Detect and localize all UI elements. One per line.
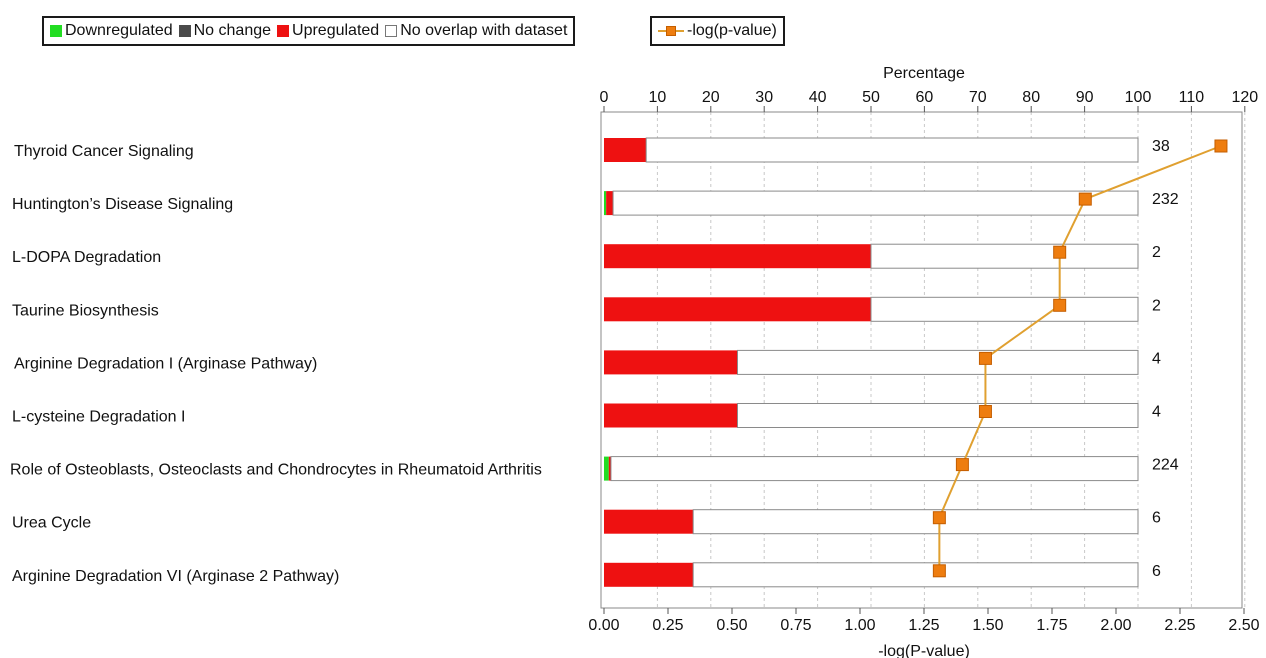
legend-entry-upregulated: Upregulated — [277, 22, 379, 40]
top-tick-label: 60 — [916, 89, 934, 106]
category-label: L-cysteine Degradation I — [12, 409, 185, 426]
pvalue-marker — [955, 458, 969, 472]
top-tick-label: 120 — [1231, 89, 1258, 106]
total-label: 232 — [1152, 191, 1179, 208]
total-label: 4 — [1152, 404, 1161, 421]
bar-segment-upregulated — [604, 509, 694, 534]
pvalue-marker — [978, 351, 992, 365]
top-tick-label: 100 — [1125, 89, 1152, 106]
top-tick-label: 10 — [649, 89, 667, 106]
category-label: Arginine Degradation VI (Arginase 2 Path… — [12, 568, 339, 585]
pvalue-marker — [978, 405, 992, 418]
total-label: 6 — [1152, 563, 1161, 580]
bottom-tick-label: 2.25 — [1164, 617, 1195, 634]
legend-pvalue: -log(p-value) — [650, 16, 785, 46]
legend-regulation: Downregulated No change Upregulated No over… — [42, 16, 576, 46]
legend-entry-no-change: No change — [178, 22, 272, 40]
bar-segment-no-overlap-with-dataset — [612, 190, 1139, 216]
top-tick-label: 40 — [809, 89, 827, 106]
legend-swatch-downregulated — [50, 25, 62, 37]
bar-segment-upregulated — [604, 562, 694, 587]
top-tick-label: 0 — [600, 89, 609, 106]
top-tick-label: 80 — [1022, 89, 1040, 106]
category-label: Arginine Degradation I (Arginase Pathway… — [14, 355, 317, 372]
category-label: Thyroid Cancer Signaling — [14, 143, 194, 160]
top-tick-label: 30 — [755, 89, 773, 106]
bar-segment-no-overlap-with-dataset — [692, 509, 1139, 535]
total-label: 38 — [1152, 138, 1170, 155]
bar-segment-no-overlap-with-dataset — [737, 349, 1139, 375]
legend-label-downregulated: Downregulated — [65, 22, 173, 39]
bar-segment-no-overlap-with-dataset — [870, 296, 1139, 322]
top-tick-label: 90 — [1076, 89, 1094, 106]
total-label: 4 — [1152, 350, 1161, 367]
plot-frame — [600, 111, 1243, 609]
total-label: 2 — [1152, 297, 1161, 314]
top-tick-label: 110 — [1179, 89, 1205, 106]
bottom-tick-label: 1.50 — [972, 617, 1003, 634]
bar-segment-no-overlap-with-dataset — [737, 403, 1139, 428]
bar-segment-upregulated — [606, 191, 614, 216]
bottom-tick-label: 1.75 — [1036, 617, 1067, 634]
top-axis-title: Percentage — [883, 65, 965, 82]
category-label: Taurine Biosynthesis — [12, 302, 159, 319]
bar-segment-upregulated — [604, 403, 738, 428]
bar-segment-upregulated — [608, 456, 611, 481]
bar-segment-upregulated — [604, 244, 871, 269]
pvalue-marker — [1214, 139, 1228, 153]
top-tick-label: 50 — [862, 89, 880, 106]
bottom-tick-label: 1.00 — [844, 617, 875, 634]
total-label: 6 — [1152, 510, 1161, 527]
pvalue-marker — [1078, 192, 1092, 206]
legend-label-pvalue: -log(p-value) — [687, 22, 777, 39]
pvalue-marker — [932, 511, 946, 525]
top-tick-label: 20 — [702, 89, 720, 106]
category-label: Urea Cycle — [12, 515, 91, 532]
pvalue-marker — [1053, 245, 1067, 259]
pvalue-marker — [932, 564, 946, 578]
bar-segment-upregulated — [604, 297, 871, 322]
bottom-tick-label: 1.25 — [908, 617, 939, 634]
legend-swatch-upregulated — [277, 25, 290, 37]
bar-segment-no-overlap-with-dataset — [645, 137, 1139, 163]
bottom-tick-label: 0.75 — [780, 617, 811, 634]
category-label: L-DOPA Degradation — [12, 249, 161, 266]
bottom-tick-label: 2.00 — [1100, 617, 1131, 634]
bottom-tick-label: 0.50 — [716, 617, 747, 634]
bar-segment-downregulated — [604, 456, 609, 481]
bar-segment-upregulated — [604, 350, 738, 375]
bar-segment-no-overlap-with-dataset — [870, 243, 1139, 269]
total-label: 2 — [1152, 244, 1161, 261]
legend-entry-no-overlap-with-dataset: No overlap with dataset — [385, 22, 567, 40]
legend-entry-pvalue: -log(p-value) — [658, 22, 777, 40]
category-label: Huntington’s Disease Signaling — [12, 196, 233, 213]
bottom-tick-label: 2.50 — [1228, 617, 1259, 634]
pvalue-marker — [1053, 298, 1067, 312]
bottom-tick-label: 0.00 — [588, 617, 619, 634]
bottom-axis-title: -log(P-value) — [878, 643, 970, 658]
legend-swatch-no-change — [178, 25, 191, 37]
bar-segment-no-overlap-with-dataset — [692, 562, 1139, 588]
legend-swatch-no-overlap-with-dataset — [385, 25, 398, 37]
legend-label-upregulated: Upregulated — [292, 22, 380, 39]
bar-segment-no-overlap-with-dataset — [610, 456, 1139, 482]
top-tick-label: 70 — [969, 89, 987, 106]
bar-segment-downregulated — [604, 191, 607, 216]
total-label: 224 — [1152, 457, 1179, 474]
legend-label-no-change: No change — [193, 22, 272, 39]
category-label: Role of Osteoblasts, Osteoclasts and Cho… — [10, 462, 542, 479]
line-marker-icon — [658, 24, 684, 38]
legend-entry-downregulated: Downregulated — [50, 22, 173, 40]
legend-label-no-overlap-with-dataset: No overlap with dataset — [400, 22, 568, 39]
bar-segment-upregulated — [604, 138, 647, 162]
bottom-tick-label: 0.25 — [652, 617, 683, 634]
